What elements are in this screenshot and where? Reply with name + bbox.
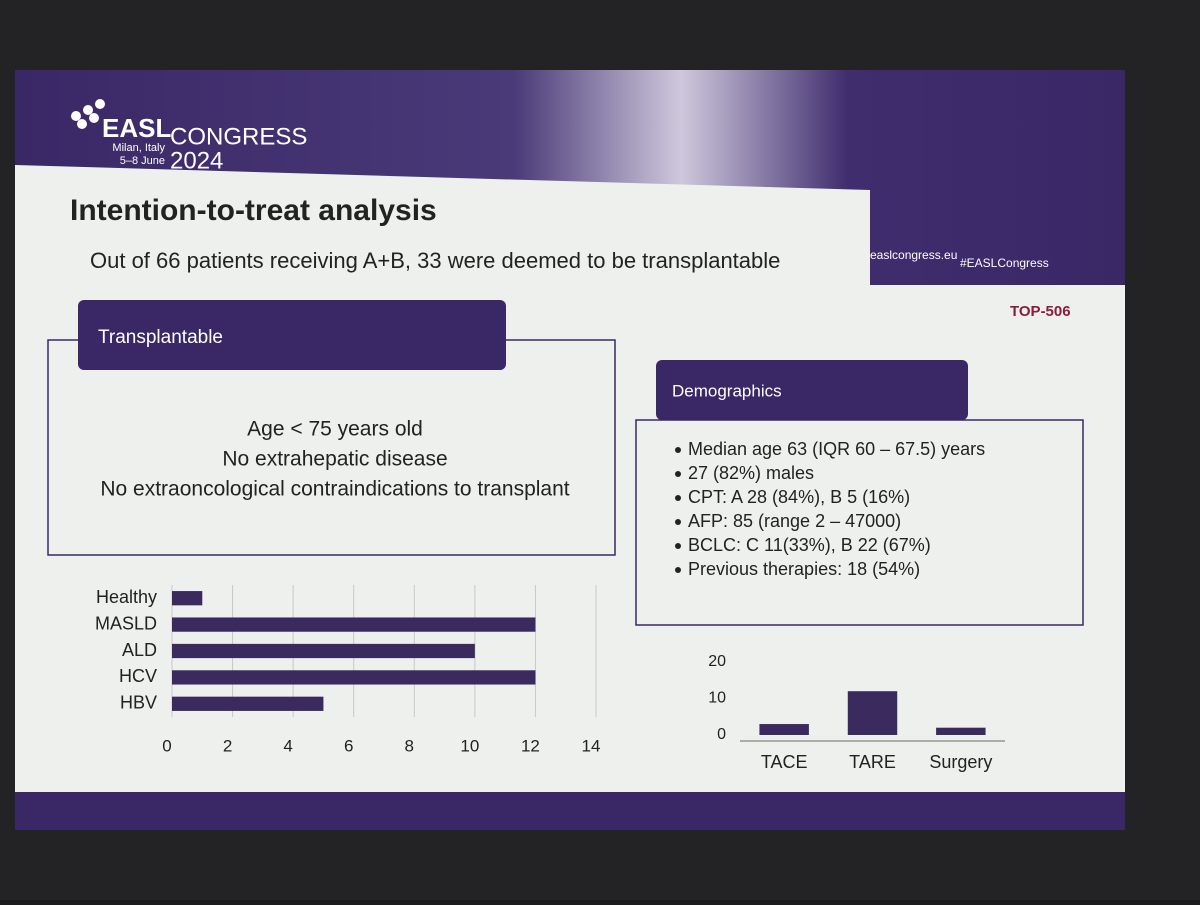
bullet [675,471,681,477]
criteria-line: No extraoncological contraindications to… [100,478,569,501]
y-tick-label: ALD [122,640,157,660]
bullet [675,495,681,501]
y-tick-label: HBV [120,693,157,713]
y-tick-label: MASLD [95,613,157,633]
demographics-item: Median age 63 (IQR 60 – 67.5) years [688,439,985,459]
charts: 0 2 4 6 8 10 12 14 Healthy MASLD ALD HCV HBV 0 10 20 TAC… [95,585,1005,772]
criteria-lines: Age < 75 years old No extrahepatic diseas… [100,418,569,501]
y-tick-label: HCV [119,666,157,686]
subtitle: Out of 66 patients receiving A+B, 33 wer… [90,248,780,273]
x-tick-label: Surgery [929,752,992,772]
x-tick-label: 2 [223,736,232,755]
y-tick-label: 10 [708,690,726,707]
bar [847,691,898,735]
dates: 5–8 June [120,155,165,167]
x-tick-label: 4 [283,736,292,755]
bar [759,724,809,735]
bar [936,727,986,735]
x-tick-label: 10 [460,736,479,755]
x-tick-label: TARE [849,752,896,772]
bar [172,591,203,606]
event: CONGRESS [170,123,307,150]
x-tick-label: 0 [162,736,171,755]
demographics-item: AFP: 85 (range 2 – 47000) [688,511,901,531]
y-tick-label: 0 [717,726,726,743]
hashtag: #EASLCongress [960,256,1049,270]
bar [172,670,536,685]
criteria-header [78,300,506,370]
title: Intention-to-treat analysis [70,194,437,227]
demographics-list: Median age 63 (IQR 60 – 67.5) years 27 (8… [675,439,985,579]
bar [172,643,475,659]
x-tick-label: 14 [582,736,601,755]
footer-band [15,792,1125,830]
header-cut [15,165,870,285]
x-tick-label: 12 [521,736,540,755]
x-tick-label: 8 [405,736,414,755]
bullet [675,567,681,573]
website: easlcongress.eu [870,248,957,262]
x-tick-label: 6 [344,736,353,755]
brand: EASL [102,113,171,143]
y-tick-label: Healthy [96,587,157,607]
demographics-item: Previous therapies: 18 (54%) [688,559,920,579]
criteria-line: No extrahepatic disease [222,448,447,471]
y-tick-label: 20 [708,653,726,670]
criteria-line: Age < 75 years old [247,418,423,441]
demographics-item: CPT: A 28 (84%), B 5 (16%) [688,487,910,507]
abstract-id: TOP-506 [1010,303,1071,320]
bar [172,617,536,632]
demographics-item: 27 (82%) males [688,463,814,483]
bullet [675,447,681,453]
demographics-heading: Demographics [672,381,782,400]
bullet [675,519,681,525]
city: Milan, Italy [112,142,165,154]
x-tick-label: TACE [761,752,808,772]
criteria-heading: Transplantable [98,327,223,348]
logo-dots [71,99,105,129]
bar [172,696,324,711]
year: 2024 [170,147,223,174]
demographics-header [656,360,968,420]
demographics-item: BCLC: C 11(33%), B 22 (67%) [688,535,931,555]
bullet [675,543,681,549]
